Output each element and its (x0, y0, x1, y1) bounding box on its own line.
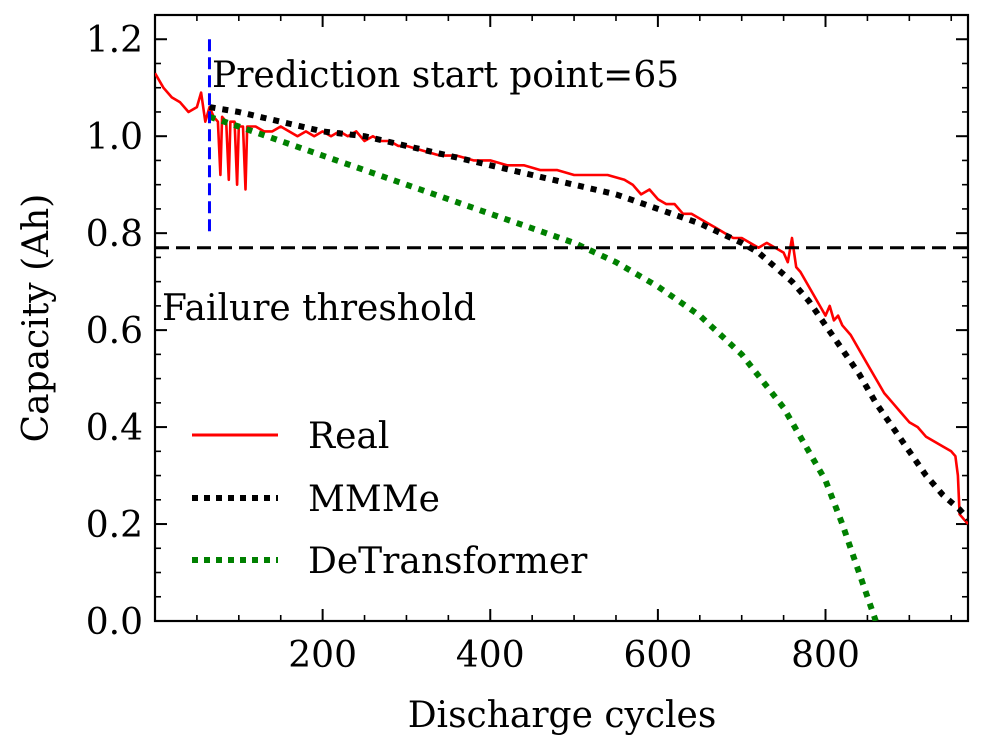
y-tick-label: 0.8 (86, 214, 143, 255)
plot-frame (153, 13, 970, 623)
y-tick-label: 0.6 (86, 311, 143, 352)
x-tick-label: 800 (791, 635, 860, 676)
x-tick-label: 200 (288, 635, 357, 676)
reference-lines (155, 39, 968, 250)
y-tick-label: 0.0 (86, 602, 143, 643)
axis-tick-labels: 200 400 600 800 0.0 0.2 0.4 0.6 0.8 1.0 1.2 (86, 20, 860, 676)
y-tick-label: 0.2 (86, 505, 143, 546)
x-tick-label: 400 (456, 635, 525, 676)
axis-ticks (155, 15, 968, 622)
y-tick-label: 1.0 (86, 117, 143, 158)
failure-threshold-annotation: Failure threshold (162, 288, 476, 329)
series-line-real (155, 72, 968, 525)
y-tick-label: 1.2 (86, 20, 143, 61)
series-line-detransformer (208, 113, 879, 621)
legend: Real MMMe DeTransformer (192, 416, 588, 582)
legend-label-detransformer: DeTransformer (308, 541, 588, 582)
prediction-start-annotation: Prediction start point=65 (212, 55, 679, 96)
legend-label-mmme: MMMe (308, 479, 440, 520)
y-axis-label: Capacity (Ah) (16, 194, 57, 443)
series-lines (155, 72, 968, 621)
y-tick-label: 0.4 (86, 408, 143, 449)
x-tick-label: 600 (624, 635, 693, 676)
legend-label-real: Real (308, 416, 389, 457)
x-axis-label: Discharge cycles (408, 695, 717, 736)
